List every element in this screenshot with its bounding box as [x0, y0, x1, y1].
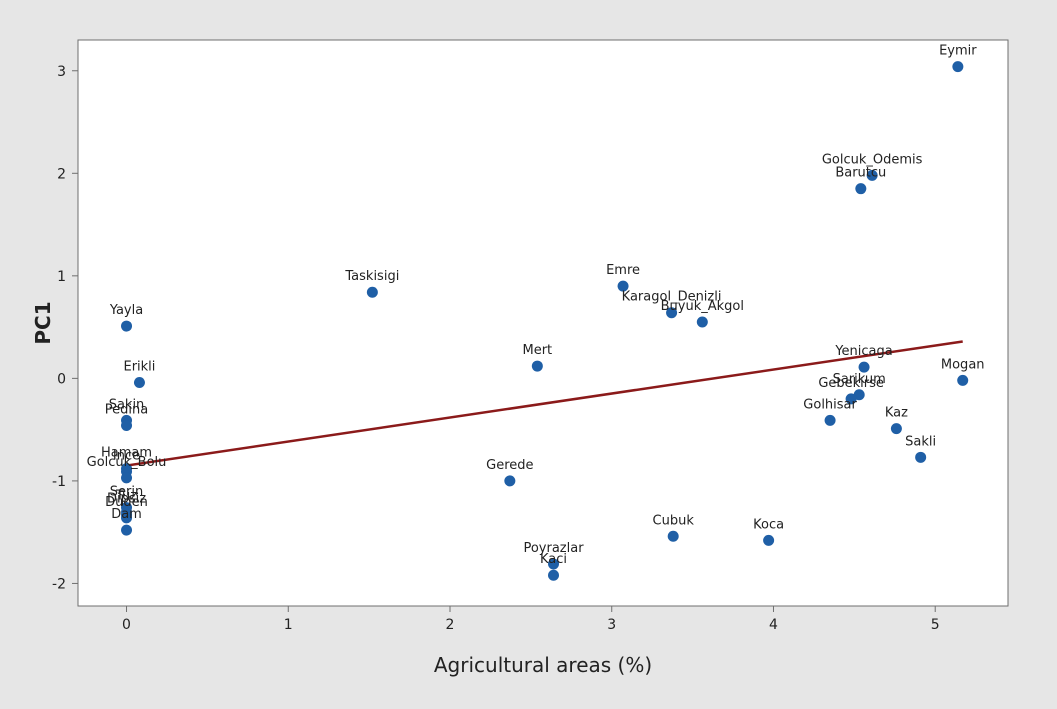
y-tick-label: 0 [57, 371, 66, 387]
data-point [548, 558, 560, 570]
point-label: Golcuk_Odemis [822, 152, 923, 167]
data-point [858, 361, 870, 373]
point-label: Kaz [885, 406, 908, 421]
data-point [696, 316, 708, 328]
point-label: Poyrazlar [523, 541, 584, 556]
point-label: Mogan [941, 357, 985, 372]
y-tick-label: 2 [57, 166, 66, 182]
y-tick-label: -1 [52, 474, 66, 490]
point-label: Erikli [123, 359, 155, 374]
y-tick-label: 3 [57, 64, 66, 80]
y-tick-label: 1 [57, 269, 66, 285]
x-axis-title: Agricultural areas (%) [434, 653, 652, 677]
data-point [824, 414, 836, 426]
y-axis-title: PC1 [31, 301, 55, 344]
point-label: Golhisar [803, 397, 857, 412]
axis-ticks: 0 1 2 3 4 5 -2 -1 0 1 2 3 [52, 64, 940, 633]
data-point [890, 423, 902, 435]
data-point [133, 376, 145, 388]
x-tick-label: 1 [284, 617, 293, 633]
point-label: Ince [113, 449, 140, 464]
data-point [531, 360, 543, 372]
x-tick-label: 5 [931, 617, 940, 633]
data-point [121, 420, 133, 432]
data-point [952, 61, 964, 73]
point-label: Karagol_Denizli [622, 290, 722, 305]
data-point [845, 393, 857, 405]
data-point [853, 389, 865, 401]
point-label: Koca [753, 517, 784, 532]
point-label: Hamam [101, 446, 152, 461]
data-point [121, 512, 133, 524]
x-tick-label: 3 [607, 617, 616, 633]
fit-line-layer [126, 340, 963, 467]
x-tick-label: 0 [122, 617, 131, 633]
data-point [915, 451, 927, 463]
data-point [667, 530, 679, 542]
data-point [666, 307, 678, 319]
point-label: Yenicaga [834, 344, 892, 359]
point-label: Kaci [540, 552, 567, 567]
data-point [121, 524, 133, 536]
point-label: Yayla [109, 303, 143, 318]
point-label: Barutcu [835, 166, 886, 181]
point-label: Taskisigi [344, 269, 399, 284]
data-point [957, 374, 969, 386]
data-point [366, 286, 378, 298]
data-point [121, 320, 133, 332]
x-tick-label: 4 [769, 617, 778, 633]
point-label: Tuz [115, 489, 137, 504]
point-label: Pedina [105, 403, 148, 418]
point-label: Cubuk [653, 513, 695, 528]
point-label: Mert [523, 343, 553, 358]
points-layer [121, 61, 969, 581]
point-label: Gerede [486, 458, 533, 473]
point-label: Duden [105, 495, 148, 510]
point-label: Serin [110, 485, 143, 500]
point-label: Dam [111, 507, 142, 522]
point-label: Eymir [939, 44, 977, 59]
point-label: Gebekirse [818, 376, 884, 391]
point-label: Golcuk_Bolu [87, 455, 167, 470]
point-label: Sakin [109, 397, 145, 412]
data-point [504, 475, 516, 487]
data-point [121, 472, 133, 484]
point-label: Sarikum [833, 372, 886, 387]
x-tick-label: 2 [446, 617, 455, 633]
plot-area [77, 39, 1009, 607]
point-label: Dipsiz [107, 492, 146, 507]
data-point [866, 169, 878, 181]
point-label: Emre [606, 263, 640, 278]
data-point [855, 183, 867, 195]
data-point [763, 534, 775, 546]
data-point [548, 569, 560, 581]
y-tick-label: -2 [52, 576, 66, 592]
point-label: Sakli [905, 434, 936, 449]
data-point [617, 280, 629, 292]
regression-fit-line [126, 340, 963, 467]
point-label: Buyuk_Akgol [661, 299, 744, 314]
